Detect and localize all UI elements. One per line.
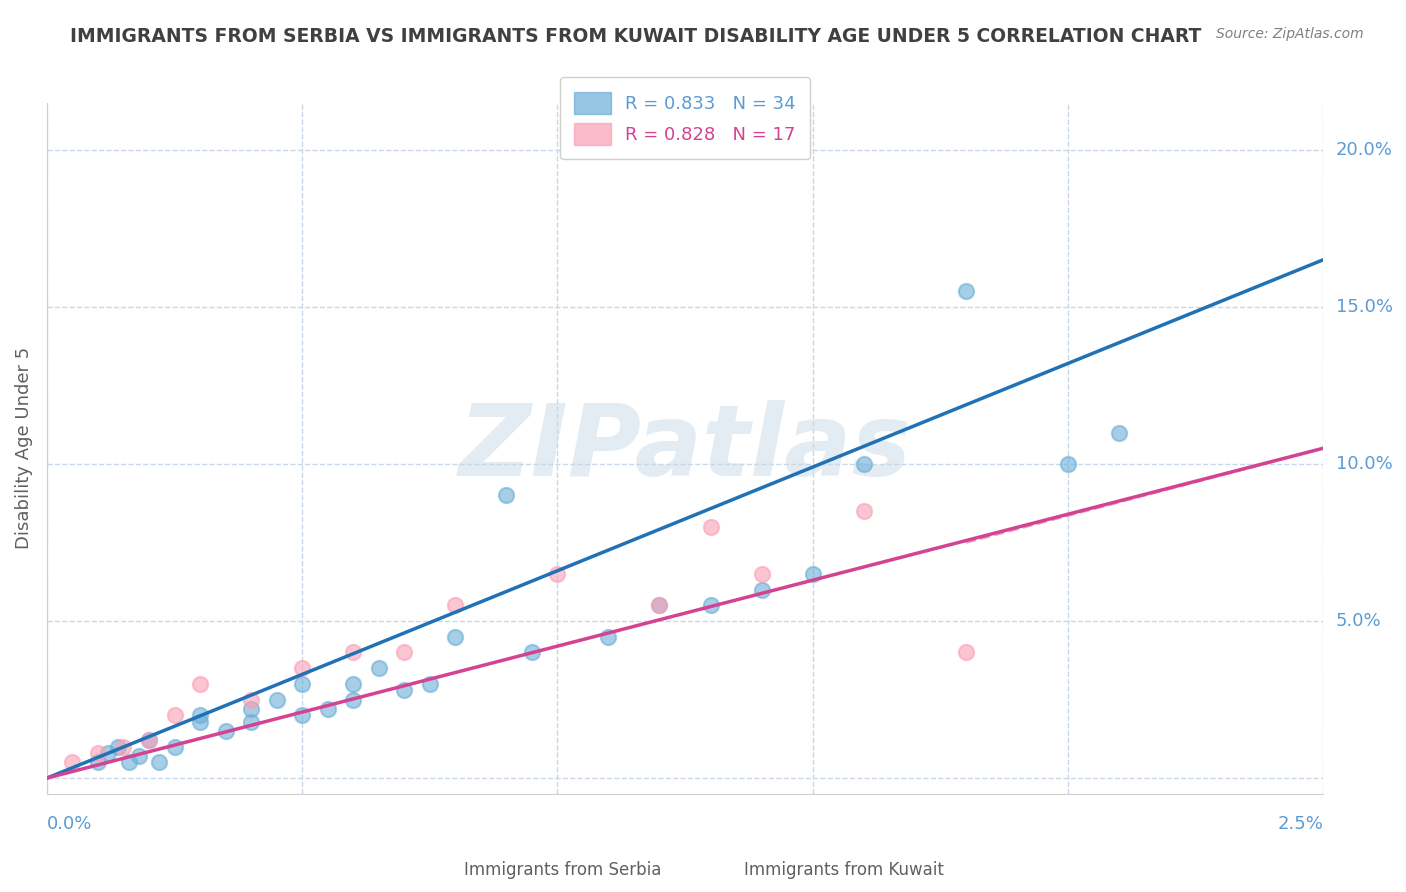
- Point: [128, 749, 150, 764]
- Point: [117, 756, 139, 770]
- Point: [852, 504, 875, 518]
- Point: [852, 457, 875, 471]
- Point: [188, 677, 211, 691]
- Point: [1057, 457, 1080, 471]
- Point: [648, 599, 671, 613]
- Point: [291, 708, 314, 723]
- Point: [394, 645, 416, 659]
- Point: [367, 661, 389, 675]
- Text: IMMIGRANTS FROM SERBIA VS IMMIGRANTS FROM KUWAIT DISABILITY AGE UNDER 5 CORRELAT: IMMIGRANTS FROM SERBIA VS IMMIGRANTS FRO…: [70, 27, 1202, 45]
- Point: [955, 284, 977, 298]
- Point: [87, 756, 110, 770]
- Text: 10.0%: 10.0%: [1336, 455, 1392, 473]
- Point: [62, 756, 84, 770]
- Point: [148, 756, 170, 770]
- Text: Immigrants from Kuwait: Immigrants from Kuwait: [744, 861, 943, 879]
- Text: 0.0%: 0.0%: [46, 814, 93, 832]
- Point: [112, 739, 135, 754]
- Point: [163, 708, 186, 723]
- Point: [107, 739, 129, 754]
- Point: [699, 520, 721, 534]
- Point: [546, 566, 568, 581]
- Point: [342, 692, 364, 706]
- Point: [495, 488, 517, 502]
- Legend: R = 0.833   N = 34, R = 0.828   N = 17: R = 0.833 N = 34, R = 0.828 N = 17: [560, 78, 810, 159]
- Text: Source: ZipAtlas.com: Source: ZipAtlas.com: [1216, 27, 1364, 41]
- Text: 2.5%: 2.5%: [1277, 814, 1323, 832]
- Point: [444, 599, 467, 613]
- Point: [291, 677, 314, 691]
- Point: [316, 702, 339, 716]
- Point: [163, 739, 186, 754]
- Point: [342, 677, 364, 691]
- Point: [138, 733, 160, 747]
- Text: 15.0%: 15.0%: [1336, 298, 1393, 316]
- Point: [291, 661, 314, 675]
- Point: [648, 599, 671, 613]
- Point: [240, 692, 263, 706]
- Point: [266, 692, 288, 706]
- Point: [444, 630, 467, 644]
- Point: [138, 733, 160, 747]
- Point: [955, 645, 977, 659]
- Text: Immigrants from Serbia: Immigrants from Serbia: [464, 861, 661, 879]
- Point: [419, 677, 441, 691]
- Point: [699, 599, 721, 613]
- Point: [240, 714, 263, 729]
- Point: [751, 582, 773, 597]
- Text: 20.0%: 20.0%: [1336, 141, 1393, 159]
- Point: [342, 645, 364, 659]
- Point: [1108, 425, 1130, 440]
- Point: [801, 566, 824, 581]
- Y-axis label: Disability Age Under 5: Disability Age Under 5: [15, 347, 32, 549]
- Point: [598, 630, 620, 644]
- Text: ZIPatlas: ZIPatlas: [458, 400, 911, 497]
- Point: [240, 702, 263, 716]
- Point: [188, 714, 211, 729]
- Point: [751, 566, 773, 581]
- Point: [97, 746, 120, 760]
- Point: [520, 645, 543, 659]
- Point: [87, 746, 110, 760]
- Point: [394, 683, 416, 698]
- Point: [188, 708, 211, 723]
- Text: 5.0%: 5.0%: [1336, 612, 1382, 630]
- Point: [214, 723, 236, 738]
